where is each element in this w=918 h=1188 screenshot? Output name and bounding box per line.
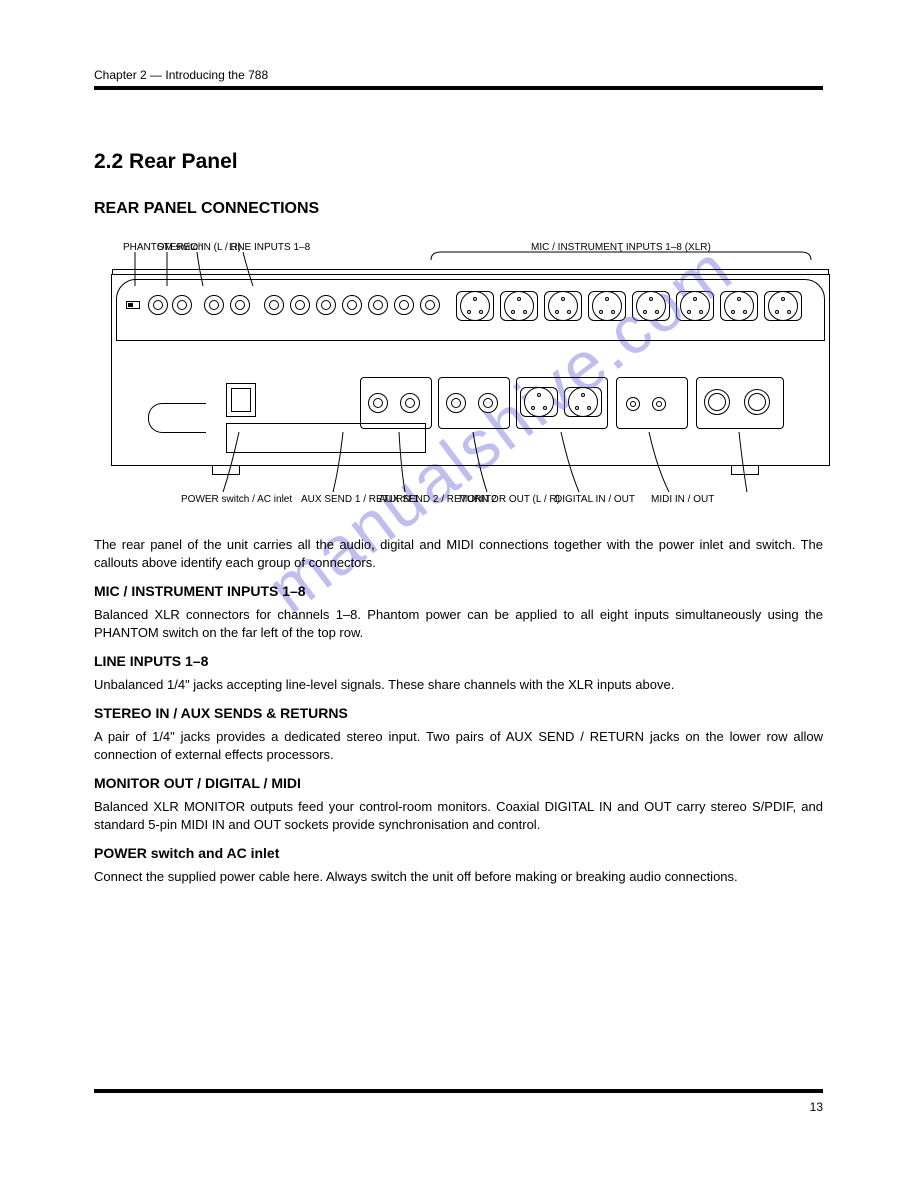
h-mic: MIC / INSTRUMENT INPUTS 1–8 xyxy=(94,582,823,602)
h-monitor: MONITOR OUT / DIGITAL / MIDI xyxy=(94,774,823,794)
aux1-jack xyxy=(400,393,420,413)
body-text: The rear panel of the unit carries all t… xyxy=(94,536,823,892)
label-midi: MIDI IN / OUT xyxy=(651,494,714,505)
aux2-jack xyxy=(446,393,466,413)
stereo-in-jack xyxy=(172,295,192,315)
footer-right: 13 xyxy=(810,1100,823,1114)
digital-jack xyxy=(652,397,666,411)
mic-xlr xyxy=(592,291,622,321)
line-in-jack xyxy=(342,295,362,315)
digital-jack xyxy=(626,397,640,411)
mic-xlr xyxy=(636,291,666,321)
p-line: Unbalanced 1/4" jacks accepting line-lev… xyxy=(94,676,823,694)
p-monitor: Balanced XLR MONITOR outputs feed your c… xyxy=(94,798,823,834)
header-left: Chapter 2 — Introducing the 788 xyxy=(94,68,268,82)
aux2-jack xyxy=(478,393,498,413)
monitor-xlr xyxy=(524,387,554,417)
midi-din xyxy=(744,389,770,415)
line-in-jack xyxy=(264,295,284,315)
line-in-jack xyxy=(230,295,250,315)
mic-xlr xyxy=(460,291,490,321)
p-stereo: A pair of 1/4" jacks provides a dedicate… xyxy=(94,728,823,764)
stereo-in-jack xyxy=(148,295,168,315)
label-digital: DIGITAL IN / OUT xyxy=(555,494,635,505)
monitor-xlr xyxy=(568,387,598,417)
p-mic: Balanced XLR connectors for channels 1–8… xyxy=(94,606,823,642)
midi-din xyxy=(704,389,730,415)
label-monitor: MONITOR OUT (L / R) xyxy=(459,494,560,505)
power-switch xyxy=(226,383,256,417)
callout-bottom-svg xyxy=(111,428,830,498)
chassis-lip xyxy=(112,269,829,275)
phantom-switch xyxy=(126,301,140,309)
section-title: REAR PANEL CONNECTIONS xyxy=(94,200,319,218)
running-header: Chapter 2 — Introducing the 788 xyxy=(94,68,823,82)
aux1-jack xyxy=(368,393,388,413)
h-stereo: STEREO IN / AUX SENDS & RETURNS xyxy=(94,704,823,724)
mic-xlr xyxy=(680,291,710,321)
mic-xlr xyxy=(768,291,798,321)
line-in-jack xyxy=(420,295,440,315)
line-in-jack xyxy=(316,295,336,315)
h-line: LINE INPUTS 1–8 xyxy=(94,652,823,672)
mic-xlr xyxy=(724,291,754,321)
line-in-jack xyxy=(290,295,310,315)
line-in-jack xyxy=(394,295,414,315)
bottom-rule xyxy=(94,1089,823,1093)
rear-panel-diagram: PHANTOM switch STEREO IN (L / R) LINE IN… xyxy=(111,242,830,508)
line-in-jack xyxy=(204,295,224,315)
body-intro: The rear panel of the unit carries all t… xyxy=(94,536,823,572)
h-power: POWER switch and AC inlet xyxy=(94,844,823,864)
mic-xlr xyxy=(548,291,578,321)
mic-xlr xyxy=(504,291,534,321)
top-rule xyxy=(94,86,823,90)
label-power: POWER switch / AC inlet xyxy=(181,494,292,505)
line-in-jack xyxy=(368,295,388,315)
page-footer: 13 xyxy=(94,1100,823,1114)
chapter-title: 2.2 Rear Panel xyxy=(94,150,238,174)
p-power: Connect the supplied power cable here. A… xyxy=(94,868,823,886)
